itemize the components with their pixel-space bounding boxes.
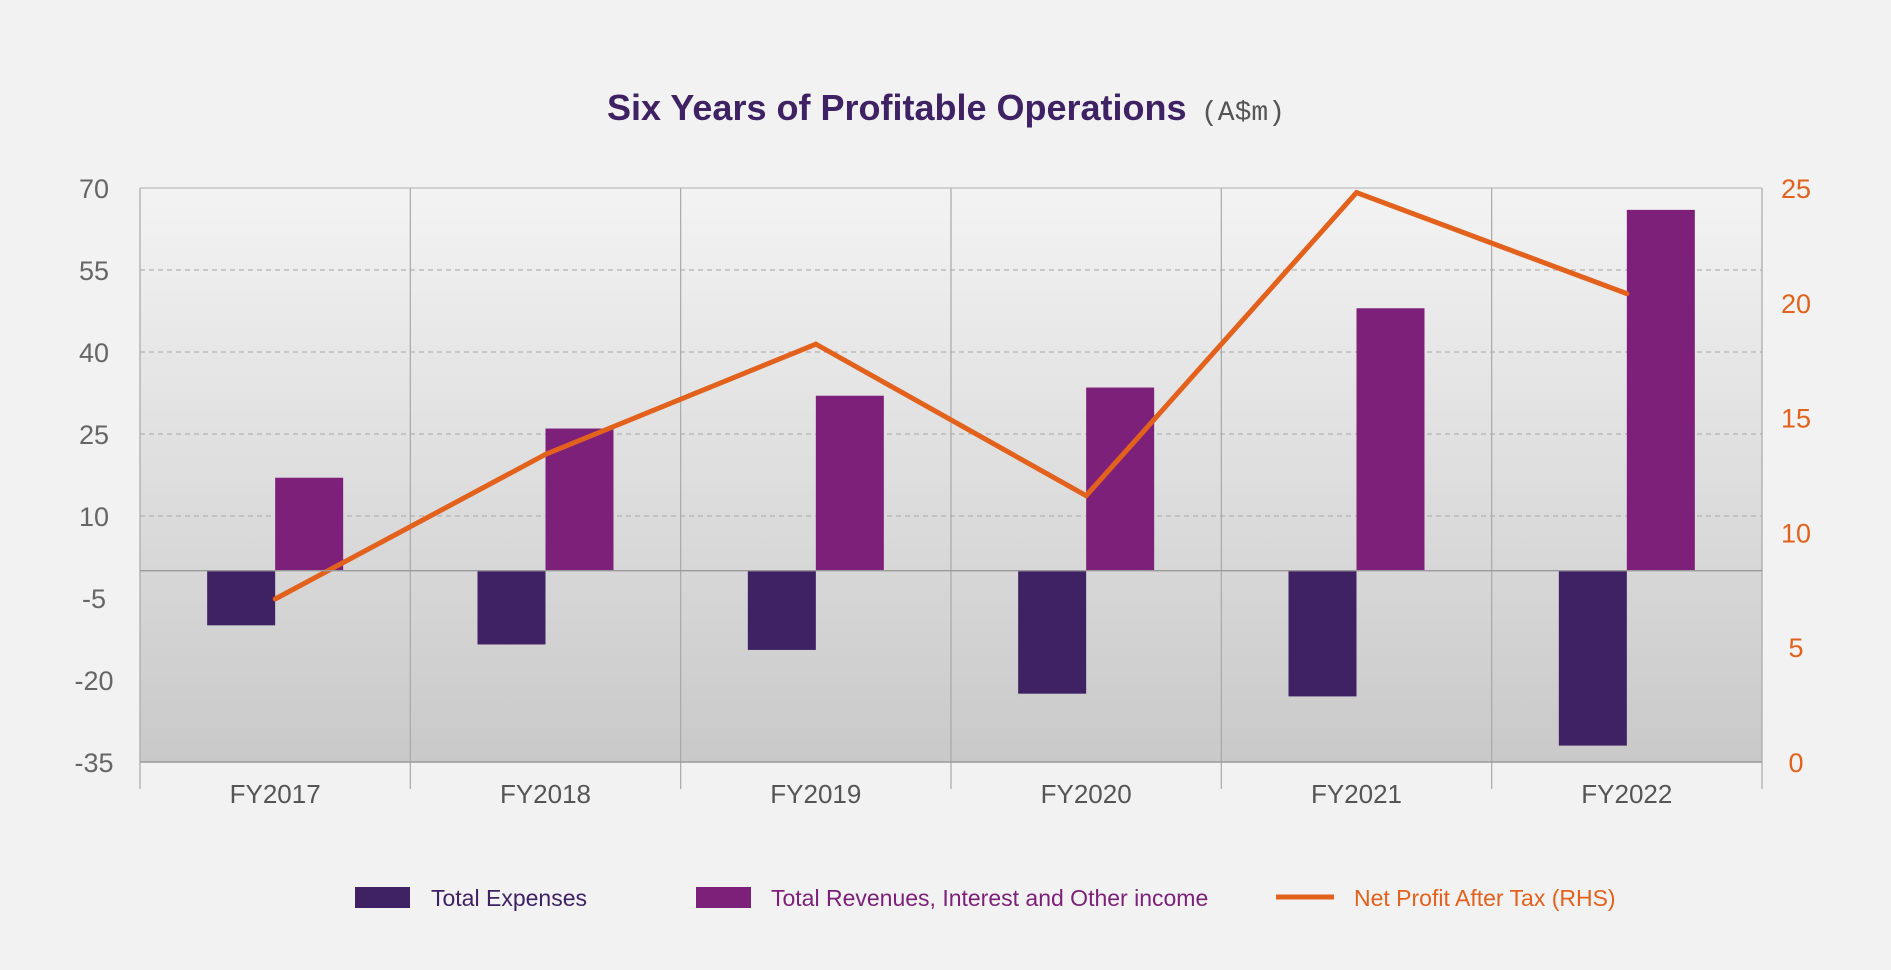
y-right-tick-label: 5 [1788,633,1803,663]
tick-labels: FY2017 FY2018 FY2019 FY2020 FY2021 FY20227055… [74,174,1811,809]
chart-title-main: Six Years of Profitable Operations [607,87,1187,128]
y-left-tick-label: 25 [79,420,109,450]
bar-total-revenues-FY2022 [1626,209,1695,571]
bar-total-expenses-FY2021 [1288,570,1357,697]
legend-swatch-expenses [355,887,410,908]
chart-title-unit: (A$m) [1201,98,1285,129]
y-right-tick-label: 10 [1781,518,1811,548]
legend-label-profit: Net Profit After Tax (RHS) [1354,885,1616,911]
y-left-tick-label: 70 [79,174,109,204]
point-net-profit-FY2021 [1354,190,1359,196]
point-net-profit-FY2017 [272,596,278,602]
y-right-tick-label: 0 [1788,748,1803,778]
axes [140,569,1762,763]
x-tick-label: FY2019 [770,779,861,809]
legend-label-revenues: Total Revenues, Interest and Other incom… [771,885,1208,911]
x-tick-label: FY2018 [500,779,591,809]
legend-label-expenses: Total Expenses [431,885,587,911]
y-right-tick-label: 25 [1781,174,1811,204]
bar-total-expenses-FY2022 [1558,570,1627,746]
y-left-tick-label: 55 [79,256,109,286]
y-left-tick-label: -20 [74,666,113,696]
x-tick-label: FY2020 [1041,779,1132,809]
point-net-profit-FY2022 [1624,291,1630,297]
bar-total-expenses-FY2018 [477,570,546,645]
y-left-tick-label: -5 [82,584,106,614]
y-right-tick-label: 15 [1781,404,1811,434]
point-net-profit-FY2020 [1083,493,1089,499]
point-net-profit-FY2019 [813,341,819,347]
y-right-tick-label: 20 [1781,289,1811,319]
bars [207,209,1695,746]
x-tick-label: FY2022 [1581,779,1672,809]
y-left-tick-label: -35 [74,748,113,778]
point-net-profit-FY2018 [543,451,548,457]
bar-total-revenues-FY2019 [815,395,884,571]
bar-total-expenses-FY2019 [747,570,816,650]
y-left-tick-label: 40 [79,338,109,368]
bar-total-revenues-FY2021 [1356,308,1425,571]
legend-swatch-revenues [696,887,751,908]
chart-title: Six Years of Profitable Operations (A$m) [607,87,1285,129]
line-net-profit [273,189,1628,602]
bar-total-revenues-FY2017 [275,477,344,571]
bar-total-revenues-FY2020 [1086,387,1155,571]
legend: Total Expenses Total Revenues, Interest … [355,885,1616,911]
profit-line-group [272,189,1630,602]
bar-total-expenses-FY2017 [207,570,276,626]
y-left-tick-label: 10 [79,502,109,532]
grid-lines [139,187,1763,789]
bar-total-expenses-FY2020 [1018,570,1087,694]
x-tick-label: FY2021 [1311,779,1402,809]
x-tick-label: FY2017 [230,779,321,809]
